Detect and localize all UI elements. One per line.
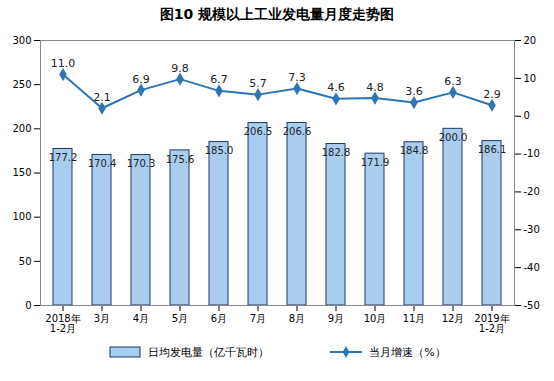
svg-text:170.4: 170.4	[88, 158, 117, 169]
svg-text:12月: 12月	[442, 313, 465, 324]
svg-text:6.9: 6.9	[132, 73, 150, 86]
svg-text:50: 50	[19, 256, 32, 267]
svg-text:185.0: 185.0	[205, 145, 234, 156]
svg-text:186.1: 186.1	[478, 144, 507, 155]
svg-text:-30: -30	[524, 224, 540, 235]
svg-text:11月: 11月	[403, 313, 426, 324]
html-text:图10 规模以上工业发电量月度走势图: 图10 规模以上工业发电量月度走势图	[159, 6, 395, 22]
svg-text:206.5: 206.5	[244, 126, 273, 137]
svg-text:6月: 6月	[211, 313, 227, 324]
svg-text:182.8: 182.8	[322, 147, 351, 158]
svg-text:171.9: 171.9	[361, 157, 390, 168]
svg-text:2018年1-2月: 2018年1-2月	[45, 313, 80, 334]
svg-text:177.2: 177.2	[49, 152, 78, 163]
svg-text:20: 20	[524, 35, 537, 46]
svg-text:7月: 7月	[250, 313, 266, 324]
svg-text:11.0: 11.0	[51, 57, 76, 70]
svg-text:6.7: 6.7	[210, 73, 228, 86]
svg-text:150: 150	[12, 167, 31, 178]
svg-text:0: 0	[524, 110, 530, 121]
svg-text:-50: -50	[524, 300, 540, 311]
html-text:日均发电量（亿千瓦时）: 日均发电量（亿千瓦时）	[148, 345, 270, 359]
svg-text:250: 250	[12, 79, 31, 90]
svg-text:4.6: 4.6	[327, 81, 345, 94]
svg-text:2.1: 2.1	[93, 91, 111, 104]
svg-text:3.6: 3.6	[405, 85, 423, 98]
svg-text:-40: -40	[524, 262, 540, 273]
svg-text:184.8: 184.8	[400, 145, 429, 156]
svg-text:10: 10	[524, 73, 537, 84]
svg-text:-20: -20	[524, 186, 540, 197]
svg-text:8月: 8月	[289, 313, 305, 324]
svg-text:9.8: 9.8	[171, 62, 189, 75]
svg-text:10月: 10月	[364, 313, 387, 324]
svg-text:200: 200	[12, 123, 31, 134]
svg-text:200.0: 200.0	[439, 132, 468, 143]
svg-text:6.3: 6.3	[444, 75, 462, 88]
svg-text:5.7: 5.7	[249, 77, 267, 90]
svg-text:7.3: 7.3	[288, 71, 306, 84]
svg-text:0: 0	[25, 300, 31, 311]
svg-text:175.6: 175.6	[166, 154, 195, 165]
svg-text:5月: 5月	[172, 313, 188, 324]
svg-text:2019年1-2月: 2019年1-2月	[474, 313, 509, 334]
svg-text:-10: -10	[524, 148, 540, 159]
svg-text:4月: 4月	[133, 313, 149, 324]
html-text:当月增速（%）: 当月增速（%）	[369, 345, 446, 359]
svg-text:9月: 9月	[328, 313, 344, 324]
svg-text:4.8: 4.8	[366, 81, 384, 94]
svg-text:3月: 3月	[94, 313, 110, 324]
svg-text:300: 300	[12, 35, 31, 46]
svg-text:206.6: 206.6	[283, 126, 312, 137]
svg-text:2.9: 2.9	[483, 88, 501, 101]
svg-text:100: 100	[12, 211, 31, 222]
svg-text:170.3: 170.3	[127, 158, 156, 169]
